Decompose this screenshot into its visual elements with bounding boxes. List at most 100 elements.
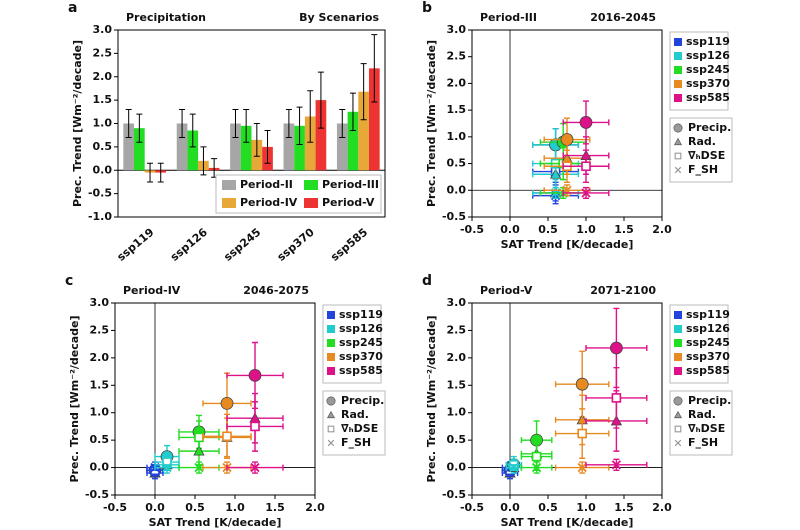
x-axis-label: SAT Trend [K/decade]: [501, 516, 634, 529]
y-tick-label: 1.5: [447, 378, 467, 391]
x-tick-label: ssp245: [221, 226, 263, 264]
legend-marker: [674, 439, 682, 447]
error-bar: [307, 90, 314, 143]
point: [581, 188, 591, 198]
legend-marker: [674, 410, 682, 419]
legend-swatch: [674, 353, 682, 361]
panel-title: Period-III: [480, 11, 537, 24]
bar: [304, 116, 316, 171]
y-tick-label: 1.0: [90, 406, 110, 419]
point: [248, 369, 262, 382]
legend-label: Precip.: [688, 121, 731, 134]
plot-frame: [471, 302, 663, 496]
legend-label: Period-III: [322, 178, 379, 191]
panel-subtitle: 2016-2045: [590, 11, 656, 24]
legend-label: Precip.: [341, 394, 384, 407]
legend-swatch: [674, 367, 682, 375]
legend-label: ∇̄ₕDSE: [688, 422, 725, 435]
error-bar: [200, 146, 207, 176]
x-tick-label: ssp370: [275, 225, 317, 263]
y-axis-label: Prec. Trend [Wm⁻²/decade]: [425, 315, 438, 482]
legend-label: ssp119: [339, 308, 383, 321]
bar: [230, 123, 241, 171]
panel-subtitle: 2071-2100: [590, 284, 656, 297]
legend-swatch: [674, 38, 682, 46]
x-tick-label: 0.5: [538, 501, 558, 514]
x-tick-label: 2.0: [305, 501, 325, 514]
legend-swatch: [327, 353, 335, 361]
legend-swatch: [327, 311, 335, 319]
x-tick-label: ssp126: [168, 225, 210, 263]
legend-label: ssp245: [339, 336, 383, 349]
bar: [134, 128, 145, 171]
y-axis-label: Prec. Trend [Wm⁻²/decade]: [425, 40, 438, 207]
x-tick-label: 0.5: [538, 223, 558, 236]
panel-subtitle: 2046-2075: [243, 284, 309, 297]
error-bar: [136, 113, 143, 143]
point: [575, 377, 589, 391]
legend-label: ssp119: [686, 308, 730, 321]
legend-label: ssp585: [339, 364, 383, 377]
x-tick-label: -0.5: [103, 501, 127, 514]
error-bar: [317, 71, 324, 129]
legend-marker: [674, 152, 682, 160]
legend-label: ssp119: [686, 35, 730, 48]
plot-frame: [117, 29, 386, 218]
panel-title: Precipitation: [126, 11, 206, 24]
point: [531, 462, 542, 473]
point: [194, 462, 204, 473]
legend-swatch: [674, 339, 682, 347]
point: [579, 116, 593, 129]
panel-subtitle: By Scenarios: [299, 11, 379, 24]
plot-frame: [114, 302, 316, 496]
point: [611, 460, 622, 470]
y-tick-label: 3.0: [447, 23, 467, 36]
panel-label: c: [65, 273, 73, 289]
point: [611, 393, 622, 403]
legend-label: ∇̄ₕDSE: [688, 149, 725, 162]
y-tick-label: 0.5: [90, 433, 110, 446]
x-tick-label: 0.5: [185, 501, 205, 514]
legend-swatch: [674, 94, 682, 102]
x-tick-label: ssp119: [115, 226, 157, 264]
error-bar: [285, 108, 292, 139]
panel-label: a: [68, 0, 77, 16]
legend-label: ∇̄ₕDSE: [341, 422, 378, 435]
bar: [283, 123, 295, 171]
error-bar: [179, 108, 186, 139]
bar: [123, 123, 135, 171]
plot-frame: [471, 29, 663, 218]
point: [162, 462, 172, 473]
legend-swatch: [674, 52, 682, 60]
point: [194, 432, 204, 443]
x-tick-label: 1.0: [576, 501, 596, 514]
bar: [368, 68, 380, 171]
x-axis-label: SAT Trend [K/decade]: [149, 516, 282, 529]
legend-swatch: [222, 180, 236, 190]
x-tick-label: 0.0: [500, 223, 520, 236]
x-tick-label: 0.0: [145, 501, 165, 514]
legend-marker: [673, 396, 683, 406]
bar: [347, 111, 359, 171]
error-bar: [243, 108, 250, 143]
legend-swatch: [304, 198, 318, 208]
panel-label: d: [422, 273, 432, 289]
error-bar: [125, 108, 132, 139]
y-tick-label: 0.0: [90, 461, 110, 474]
legend-box: [215, 174, 382, 214]
x-tick-label: 1.5: [265, 501, 285, 514]
legend-marker: [326, 396, 336, 406]
y-tick-label: -0.5: [88, 187, 112, 200]
legend-label: F_SH: [688, 163, 718, 176]
bar: [294, 125, 305, 171]
panel-label: b: [422, 0, 432, 16]
y-tick-label: 0.0: [447, 183, 467, 196]
error-bar: [232, 108, 239, 139]
error-bar: [189, 113, 196, 148]
legend-label: ssp245: [686, 336, 730, 349]
legend-swatch: [674, 325, 682, 333]
legend-label: Period-V: [322, 196, 375, 209]
legend-swatch: [327, 367, 335, 375]
point: [531, 451, 542, 462]
